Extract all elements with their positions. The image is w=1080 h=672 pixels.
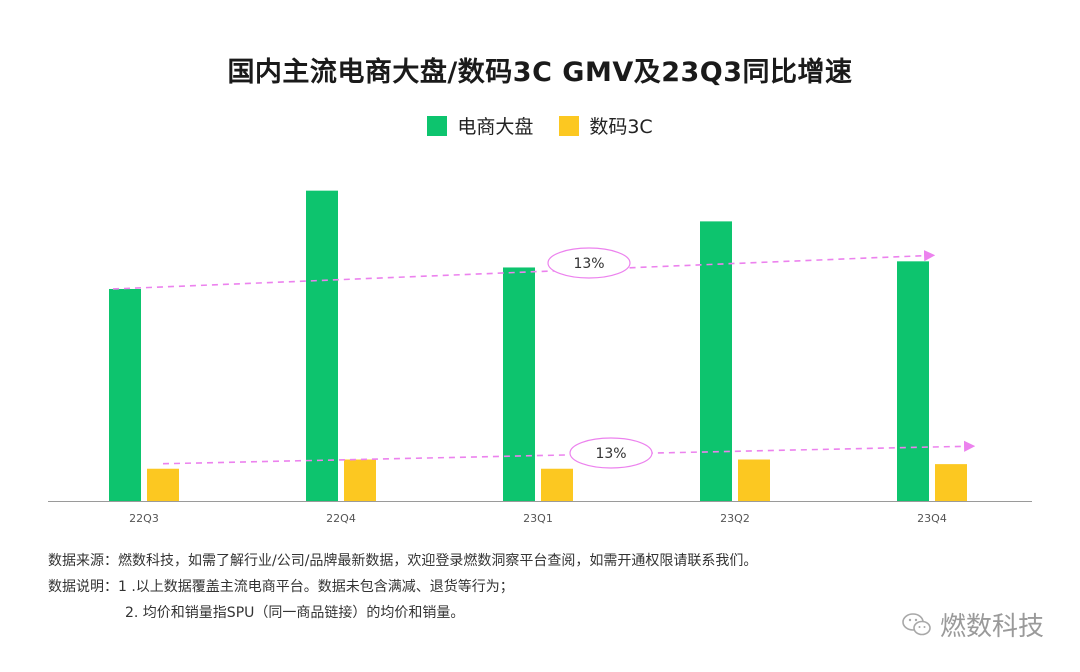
legend-item-ecommerce: 电商大盘 <box>427 112 533 139</box>
wechat-icon <box>902 612 931 635</box>
data-source-note: 数据来源：燃数科技，如需了解行业/公司/品牌最新数据，欢迎登录燃数洞察平台查阅，… <box>48 553 758 569</box>
growth-label-bubble-ecommerce <box>547 247 631 279</box>
bar-digital3c-23Q4 <box>935 464 967 501</box>
bar-ecommerce-22Q4 <box>306 190 338 501</box>
bar-ecommerce-22Q3 <box>109 288 141 501</box>
legend-label-digital3c: 数码3C <box>589 116 653 138</box>
growth-label-digital3c: 13% <box>595 446 626 462</box>
x-tick-label: 22Q3 <box>129 512 159 525</box>
chart-title: 国内主流电商大盘/数码3C GMV及23Q3同比增速 <box>227 57 853 88</box>
bar-digital3c-22Q4 <box>344 459 376 501</box>
legend-label-ecommerce: 电商大盘 <box>457 116 534 138</box>
bar-chart: 22Q3 22Q4 23Q1 23Q2 23Q4 13% 13% <box>48 190 1032 525</box>
legend-item-digital3c: 数码3C <box>559 112 653 139</box>
x-tick-label: 23Q2 <box>720 512 750 525</box>
bar-digital3c-23Q2 <box>738 459 770 501</box>
watermark: 燃数科技 <box>902 606 1044 643</box>
legend: 电商大盘 数码3C <box>0 112 1080 139</box>
bar-ecommerce-23Q4 <box>897 261 929 501</box>
x-tick-label: 22Q4 <box>326 512 356 525</box>
watermark-text: 燃数科技 <box>939 612 1044 642</box>
bar-ecommerce-23Q2 <box>700 221 732 501</box>
notes: 数据来源：燃数科技，如需了解行业/公司/品牌最新数据，欢迎登录燃数洞察平台查阅，… <box>48 548 757 626</box>
data-explain-note-1: 数据说明：1 .以上数据覆盖主流电商平台。数据未包含满减、退货等行为； <box>48 579 514 595</box>
legend-swatch-ecommerce <box>427 115 448 136</box>
trend-arrow-ecommerce <box>112 250 936 290</box>
x-tick-label: 23Q4 <box>917 512 947 525</box>
growth-label-bubble-digital3c <box>569 437 653 469</box>
bar-digital3c-22Q3 <box>147 468 179 501</box>
bar-digital3c-23Q1 <box>541 468 573 501</box>
growth-label-ecommerce: 13% <box>573 256 604 272</box>
data-explain-note-2: 2. 均价和销量指SPU（同一商品链接）的均价和销量。 <box>125 605 465 621</box>
x-tick-label: 23Q1 <box>523 512 553 525</box>
bar-ecommerce-23Q1 <box>503 267 535 501</box>
legend-swatch-digital3c <box>559 115 580 136</box>
trend-arrow-digital3c <box>162 440 976 465</box>
